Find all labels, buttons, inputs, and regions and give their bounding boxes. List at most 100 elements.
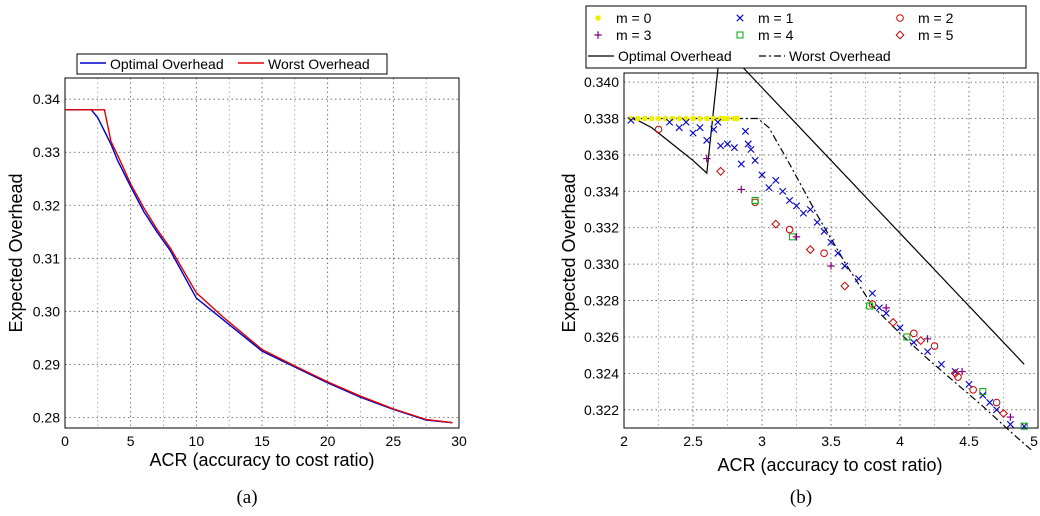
panel-b-legend: m = 0 m = 1 m = 2 m = 3 m = 4 m = 5 Optimal Ov… [585,5,1027,69]
panel-b-ticks: 2 2.5 3 3.5 4 4.5 5 0.322 0.324 0.326 0.328 0.330 0.… [584,74,1038,449]
data-point [799,209,807,217]
y-tick-label: 0.338 [584,111,619,127]
legend-marker [895,30,905,40]
y-tick-label: 0.334 [584,183,619,199]
data-point [696,124,704,132]
x-tick-label: 10 [189,433,205,449]
x-tick-label: 30 [451,433,467,449]
y-tick-label: 0.29 [33,356,60,372]
panel-b-grid [624,73,1038,428]
legend-label: Optimal Overhead [618,48,732,64]
data-point [703,154,711,163]
data-point [786,196,794,205]
data-point [896,324,904,332]
data-point [785,225,794,234]
x-tick-label: 4.5 [959,433,979,449]
data-point [792,202,801,210]
data-point [882,309,890,317]
data-point [979,391,987,399]
panel-a: 0 5 10 15 20 25 30 0.28 0.29 0.30 0.31 0.32 0.33 0.34… [6,53,467,508]
y-tick-label: 0.28 [33,409,60,425]
data-point [676,115,682,122]
panel-b-ylabel: Expected Overhead [559,173,579,332]
panel-a-lines [65,109,453,424]
data-point [930,342,939,350]
data-point [827,238,835,246]
data-point [730,144,738,152]
data-point [751,156,759,164]
x-tick-label: 20 [320,433,336,449]
data-point [820,249,828,258]
data-point [654,125,663,134]
data-point [751,196,759,204]
y-tick-label: 0.33 [33,144,60,160]
data-point [916,336,926,346]
x-tick-label: 3.5 [821,433,841,449]
legend-label: m = 5 [918,27,954,43]
panel-b-caption: (b) [790,487,812,508]
data-point [1020,422,1028,430]
data-point [689,129,697,137]
data-point [969,385,977,394]
data-point [820,227,828,235]
data-point [710,125,718,134]
data-point [697,115,703,122]
legend-label: m = 0 [616,10,652,26]
data-point [805,245,815,255]
panel-a-caption: (a) [236,487,257,508]
data-point [924,347,932,356]
panel-b: 2 2.5 3 3.5 4 4.5 5 0.322 0.324 0.326 0.328 0.330 0.… [559,5,1039,508]
data-point [806,205,814,214]
legend-marker [736,31,744,39]
data-point [665,118,674,126]
legend-label: m = 2 [918,10,954,26]
data-point [690,115,696,122]
legend-label: m = 3 [616,27,652,43]
data-point [834,249,842,257]
x-tick-label: 15 [254,433,270,449]
legend-label: Worst Overhead [268,56,370,72]
data-point [747,145,755,154]
data-point [714,118,722,126]
data-point [758,171,766,179]
x-tick-label: 4 [896,433,904,449]
panel-b-xlabel: ACR (accuracy to cost ratio) [717,455,942,475]
data-point [910,338,918,347]
data-point [965,380,973,388]
data-point [716,166,726,176]
data-point [827,262,835,270]
data-point [1006,420,1014,428]
data-point [875,304,883,312]
x-tick-label: 5 [1030,433,1038,449]
panel-a-xlabel: ACR (accuracy to cost ratio) [149,450,374,470]
data-point [703,136,711,144]
data-point [866,302,874,310]
x-tick-label: 0 [61,433,69,449]
data-point [882,304,890,312]
y-tick-label: 0.326 [584,329,619,345]
panel-b-points [627,115,1028,430]
series-line [65,109,453,424]
panel-a-legend: Optimal Overhead Worst Overhead [76,53,388,75]
data-point [868,289,876,297]
x-tick-label: 25 [386,433,402,449]
data-point [717,142,725,150]
legend-label: Optimal Overhead [110,56,224,72]
y-tick-label: 0.30 [33,303,60,319]
panel-a-ticks: 0 5 10 15 20 25 30 0.28 0.29 0.30 0.31 0.32 0.33 0.34 [33,91,467,449]
data-point [724,115,731,122]
x-tick-label: 2 [620,433,628,449]
y-tick-label: 0.34 [33,91,60,107]
y-tick-label: 0.322 [584,402,619,418]
panel-a-ylabel: Expected Overhead [6,173,26,332]
data-point [841,262,849,270]
series-line [65,109,453,424]
data-point [772,176,780,184]
legend-marker [896,14,904,22]
data-point [903,333,911,341]
panel-a-frame [64,77,460,429]
data-point [840,281,850,291]
y-tick-label: 0.330 [584,256,619,272]
data-point [771,219,781,229]
